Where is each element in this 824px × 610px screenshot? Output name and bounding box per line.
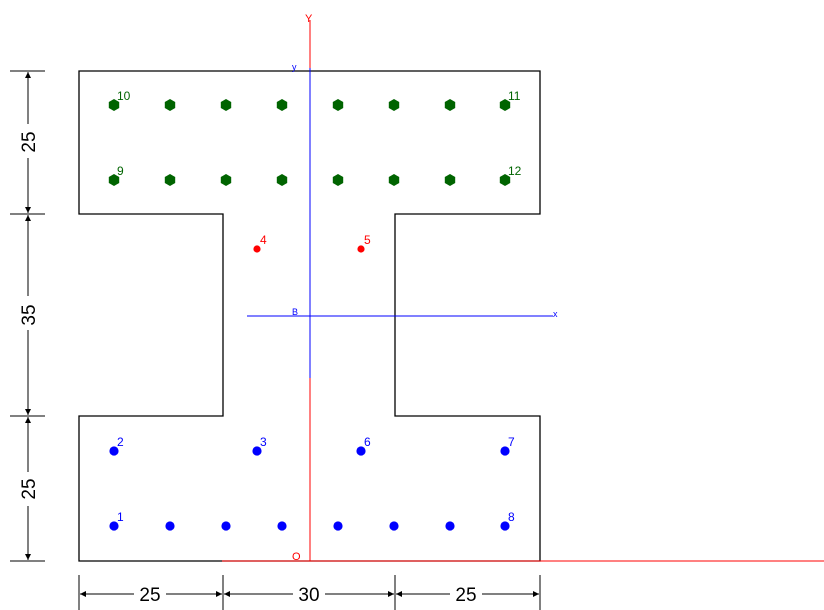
bottom-rebar-point <box>500 521 510 531</box>
dim-mid: 30 <box>298 585 319 606</box>
bottom-rebar-label: 3 <box>260 435 267 449</box>
bottom-rebar-point <box>389 521 399 531</box>
bottom-rebar-label: 8 <box>508 510 515 524</box>
bottom-rebar-point <box>109 446 119 456</box>
top-rebar-point <box>332 174 344 186</box>
bottom-rebar-point <box>221 521 231 531</box>
top-rebar-point <box>108 99 120 111</box>
dim-left: 25 <box>139 585 160 606</box>
top-rebar-point <box>444 174 456 186</box>
web-rebar-label: 4 <box>260 233 267 247</box>
dim-bottom-flange: 25 <box>19 478 40 499</box>
bottom-rebar-point <box>252 446 262 456</box>
top-rebar-point <box>164 174 176 186</box>
top-rebar-label: 9 <box>117 164 124 178</box>
top-rebar-point <box>164 99 176 111</box>
bottom-rebar-point <box>445 521 455 531</box>
top-rebar-point <box>388 99 400 111</box>
rebar-points: 10 11 9 12 4 5 2 3 6 7 1 8 <box>108 89 522 531</box>
top-rebar-point <box>276 99 288 111</box>
top-rebar-point <box>388 174 400 186</box>
top-rebar-point <box>499 174 511 186</box>
dim-right: 25 <box>455 585 476 606</box>
top-rebar-point <box>220 99 232 111</box>
bottom-rebar-label: 6 <box>364 435 371 449</box>
top-rebar-point <box>108 174 120 186</box>
top-rebar-point <box>220 174 232 186</box>
top-rebar-label: 11 <box>508 89 521 103</box>
web-rebar-point <box>253 245 261 253</box>
top-rebar-point <box>276 174 288 186</box>
local-y-label: y <box>292 62 297 72</box>
bottom-rebar-label: 2 <box>117 435 124 449</box>
web-rebar-label: 5 <box>364 233 371 247</box>
top-rebar-label: 10 <box>117 89 131 103</box>
bottom-rebar-label: 7 <box>508 435 515 449</box>
dim-web: 35 <box>19 304 40 325</box>
bottom-rebar-point <box>165 521 175 531</box>
bottom-rebar-point <box>333 521 343 531</box>
origin-label: O <box>292 551 301 563</box>
web-rebar-point <box>357 245 365 253</box>
top-rebar-point <box>444 99 456 111</box>
top-rebar-point <box>499 99 511 111</box>
bottom-rebar-point <box>277 521 287 531</box>
centroid-label: B <box>292 307 298 317</box>
bottom-rebar-label: 1 <box>117 510 124 524</box>
top-rebar-point <box>332 99 344 111</box>
bottom-rebar-point <box>109 521 119 531</box>
dim-top-flange: 25 <box>19 131 40 152</box>
global-y-label: Y <box>305 13 313 25</box>
bottom-rebar-point <box>500 446 510 456</box>
local-x-label: x <box>553 309 558 319</box>
bottom-rebar-point <box>356 446 366 456</box>
top-rebar-label: 12 <box>508 164 522 178</box>
